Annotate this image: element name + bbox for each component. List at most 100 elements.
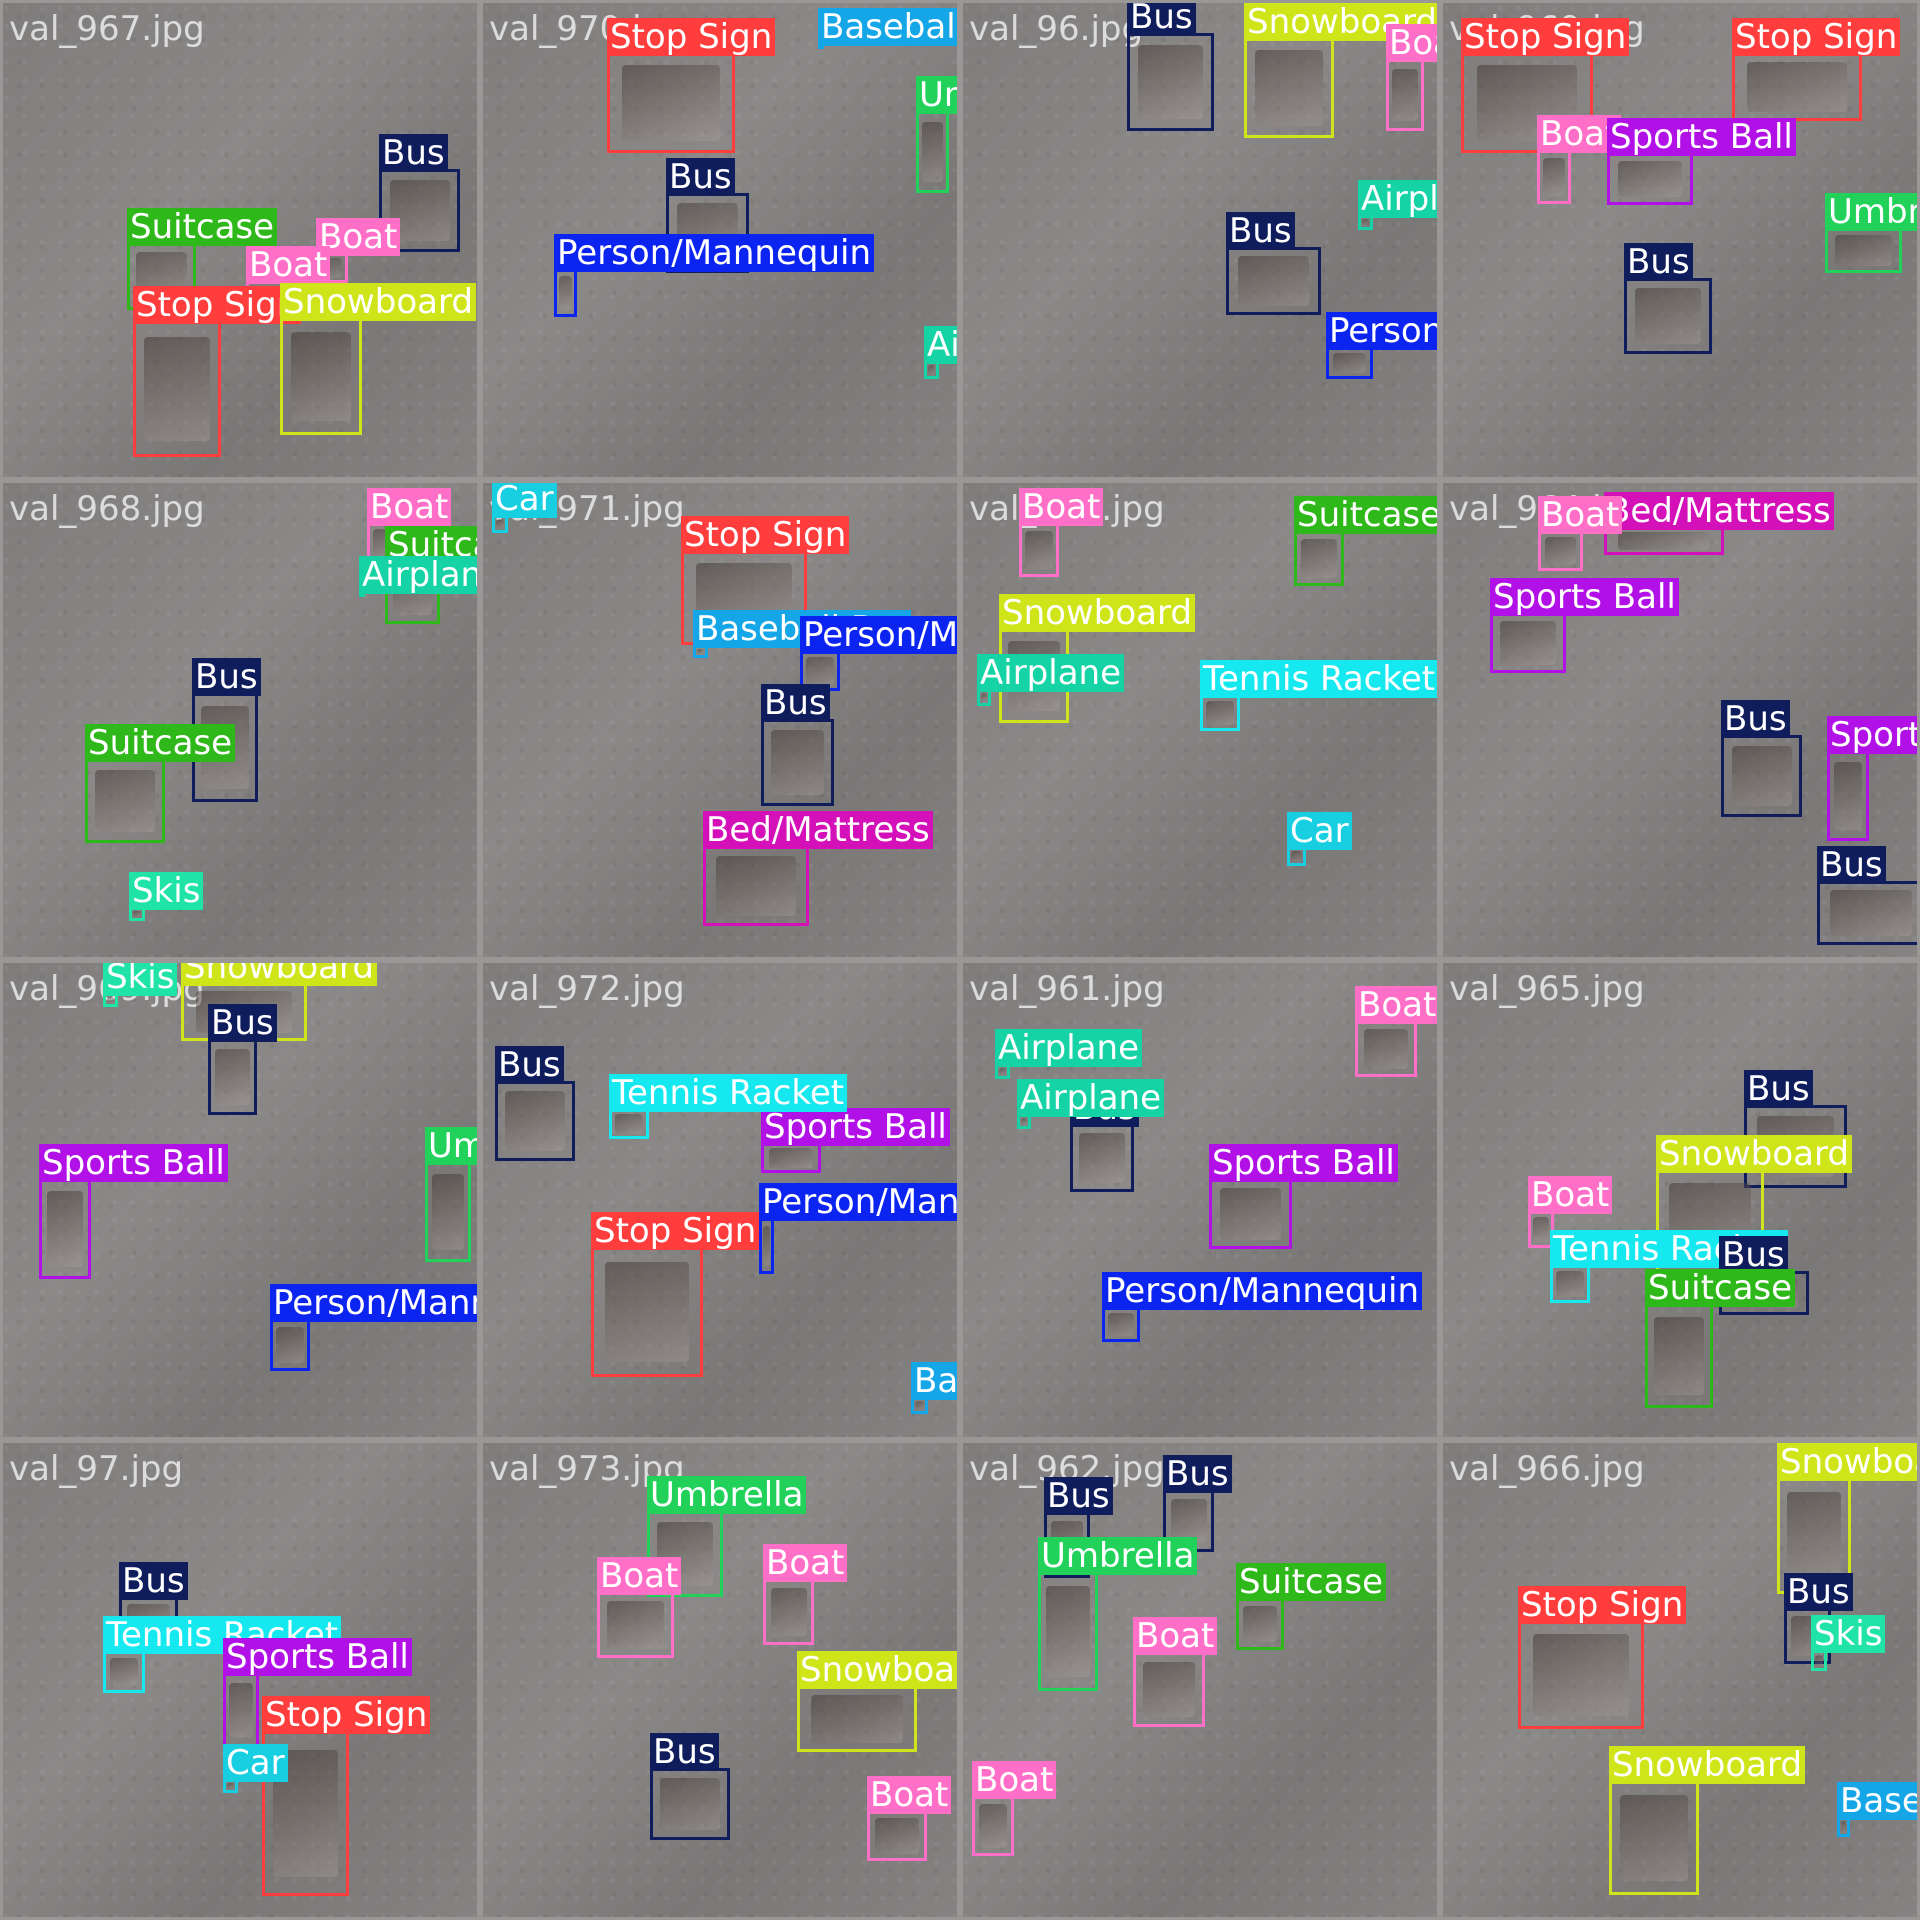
detection-box-stop-sign: Stop Sign (1732, 18, 1901, 121)
detected-object (1078, 1133, 1126, 1183)
detection-box-boat: Boat (763, 1544, 848, 1645)
tile-filename: val_967.jpg (9, 9, 205, 49)
detection-label: Sports Ball (39, 1144, 228, 1182)
detection-label: Car (492, 483, 557, 518)
detection-label: Stop Sign (262, 1696, 431, 1734)
detected-object (276, 1326, 304, 1364)
detection-label: Boat (1355, 986, 1437, 1024)
detected-object (432, 1174, 464, 1250)
detection-box-sports-ball: Sports Ball (223, 1638, 412, 1747)
detection-box-baseball-bat: Baseball Bat (818, 8, 957, 49)
detection-label: Boat (597, 1557, 682, 1595)
detection-label: Bus (650, 1733, 719, 1771)
detection-label: Boat (1528, 1176, 1613, 1214)
detected-object (558, 276, 573, 310)
detection-label: Stop Sign (1732, 18, 1901, 56)
detection-box-umbrella: Umbrella (916, 76, 957, 193)
detection-box-car: Car (1287, 812, 1352, 866)
detection-label: Car (223, 1744, 288, 1782)
detection-box-car: Car (492, 483, 557, 533)
detected-object (1833, 762, 1863, 830)
mosaic-tile: val_965.jpg Bus Snowboard Boat Tennis Racket… (1443, 963, 1917, 1437)
detection-box-boat: Boat (597, 1557, 682, 1658)
detection-label: Bus (1744, 1070, 1813, 1108)
detected-object (1255, 50, 1323, 126)
detection-box-baseball-bat: Baseball Bat (693, 610, 912, 658)
detection-label: Boat (1133, 1617, 1218, 1655)
detection-label: Umbrella (1038, 1537, 1198, 1575)
detection-label: Bed/Mattress (1604, 492, 1834, 530)
detected-object (95, 769, 155, 833)
detection-label: Person/Mannequin (554, 234, 875, 272)
mosaic-tile: val_97.jpg Bus Tennis Racket Sports Ball Sto… (3, 1443, 477, 1917)
detection-label: Bus (495, 1046, 564, 1084)
detected-object (806, 657, 834, 685)
detection-label: Boat (246, 246, 331, 284)
detected-object (1237, 256, 1310, 306)
detection-label: Umbrella (647, 1476, 807, 1514)
detection-label: Sports Ball (1490, 578, 1679, 616)
detection-label: Snowboard (797, 1651, 957, 1689)
detection-box-bed-mattress: Bed/Mattress (1604, 492, 1834, 555)
detected-object (1544, 537, 1577, 565)
tile-filename: val_972.jpg (489, 969, 685, 1009)
detection-label: Person/Mannequin (1326, 312, 1437, 350)
detection-label: Snowboard (999, 594, 1195, 632)
detection-box-tennis-racket: Tennis Racket (103, 1616, 342, 1693)
detected-object (607, 1601, 664, 1649)
detection-label: Boat (763, 1544, 848, 1582)
detection-box-snowboard: Snowboard (280, 283, 476, 435)
detection-label: Airplane (995, 1029, 1143, 1067)
detection-box-bus: Bus (208, 1004, 277, 1115)
detection-label: Stop Sign (1461, 18, 1630, 56)
detected-object (1170, 1498, 1207, 1544)
detected-object (998, 1067, 1007, 1076)
detection-box-sports-ball: Sports Ball (1827, 716, 1917, 841)
detection-label: Airplane (1017, 1079, 1165, 1117)
detection-label: Bed/Mattress (703, 811, 933, 849)
detection-box-person-mannequin: Person/Mannequin (1102, 1272, 1423, 1342)
detection-box-snowboard: Snowboard (1244, 3, 1437, 138)
detected-object (1206, 701, 1234, 725)
detection-label: Boat (972, 1761, 1057, 1799)
mosaic-tile: val_969.jpgSkisSnowboardBusSports BallUm… (3, 963, 477, 1437)
mosaic-tile: val_96.jpgBusSnowboardBoatAirplaneBusPer… (963, 3, 1437, 477)
detected-object (46, 1191, 84, 1267)
detected-object (1243, 1605, 1277, 1643)
detected-object (980, 693, 988, 702)
detected-object (1542, 157, 1566, 197)
detected-object (1835, 234, 1892, 267)
detection-label: Baseball Bat (911, 1362, 957, 1400)
detected-object (1142, 1661, 1196, 1718)
detection-label: Snowboard (1777, 1443, 1917, 1481)
mosaic-tile: val_966.jpg Snowboard Stop Sign Bus Skis Snow… (1443, 1443, 1917, 1917)
detected-object (226, 1782, 235, 1790)
detection-box-boat: Boat (972, 1761, 1057, 1856)
detection-box-boat: Boat (1386, 24, 1437, 131)
tile-filename: val_97.jpg (9, 1449, 184, 1489)
detected-object (1830, 889, 1912, 937)
detection-box-boat: Boat (1019, 488, 1104, 577)
detection-box-bus: Bus (761, 684, 834, 806)
detection-box-airplane: Airplane (1017, 1079, 1165, 1129)
detection-box-stop-sign: Stop Sign (1518, 1586, 1687, 1729)
detection-box-stop-sign: Stop Sign (262, 1696, 431, 1896)
detection-label: Baseball Bat (818, 8, 957, 46)
detection-label: Airplane (359, 556, 477, 594)
detection-box-airplane: Airplane (995, 1029, 1143, 1079)
detection-label: Baseball Bat (1837, 1782, 1917, 1820)
detection-label: Stop Sign (1518, 1586, 1687, 1624)
detection-box-person-mannequin: Person/Mannequin (800, 616, 957, 691)
detection-box-skis: Skis (1811, 1615, 1886, 1671)
detection-box-airplane: Airplane (359, 556, 477, 597)
detection-box-person-mannequin: Person/Mannequin (759, 1183, 957, 1274)
detected-object (1840, 1821, 1847, 1833)
detection-box-snowboard: Snowboard (1609, 1746, 1805, 1895)
detection-label: Bus (1784, 1573, 1853, 1611)
detection-box-tennis-racket: Tennis Racket (1550, 1230, 1789, 1303)
detected-object (1138, 45, 1203, 119)
detected-object (1219, 1188, 1282, 1240)
